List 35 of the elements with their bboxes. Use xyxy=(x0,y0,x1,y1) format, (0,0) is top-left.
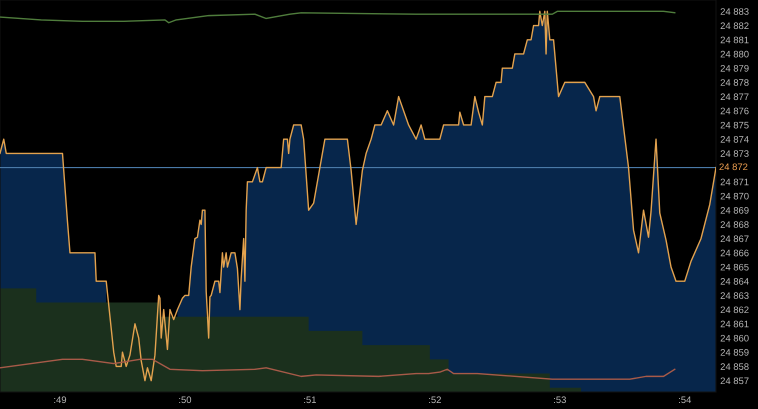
x-tick-label: :53 xyxy=(554,396,566,404)
x-tick-label: :50 xyxy=(179,396,192,404)
y-tick-label: 24 869 xyxy=(720,207,749,214)
x-tick-label: :54 xyxy=(679,396,692,404)
y-tick-label: 24 857 xyxy=(720,377,749,384)
line-series xyxy=(0,10,676,24)
y-tick-label: 24 876 xyxy=(720,108,749,114)
y-tick-label: 24 878 xyxy=(720,79,749,86)
y-tick-label: 24 871 xyxy=(720,178,749,186)
line-series xyxy=(0,358,676,380)
y-tick-label: 24 875 xyxy=(720,122,749,128)
y-tick-label: 24 870 xyxy=(720,192,749,200)
y-tick-label: 24 867 xyxy=(720,235,749,242)
y-tick-label: 24 873 xyxy=(720,150,749,157)
y-tick-label: 24 879 xyxy=(720,65,749,72)
y-tick-label: 24 874 xyxy=(720,136,749,143)
y-tick-label: 24 858 xyxy=(720,363,749,370)
y-tick-label: 24 861 xyxy=(720,320,749,328)
y-tick-label: 24 862 xyxy=(720,306,749,314)
y-tick-label: 24 865 xyxy=(720,264,749,271)
y-tick-label: 24 868 xyxy=(720,221,749,228)
y-tick-label: 24 881 xyxy=(720,36,749,44)
y-tick-label: 24 859 xyxy=(720,349,749,356)
y-tick-label: 24 863 xyxy=(720,292,749,299)
x-tick-label: :51 xyxy=(304,396,316,404)
y-tick-label: 24 880 xyxy=(720,50,749,58)
y-tick-label: 24 864 xyxy=(720,278,749,285)
y-tick-label: 24 877 xyxy=(720,93,749,100)
y-tick-label: 24 860 xyxy=(720,334,749,342)
y-tick-label: 24 866 xyxy=(720,250,749,256)
y-tick-label: 24 883 xyxy=(720,8,749,15)
x-tick-label: :49 xyxy=(54,396,66,404)
ref-line-label: 24 872 xyxy=(719,163,748,170)
x-tick-label: :52 xyxy=(429,396,441,404)
y-tick-label: 24 882 xyxy=(720,22,749,30)
